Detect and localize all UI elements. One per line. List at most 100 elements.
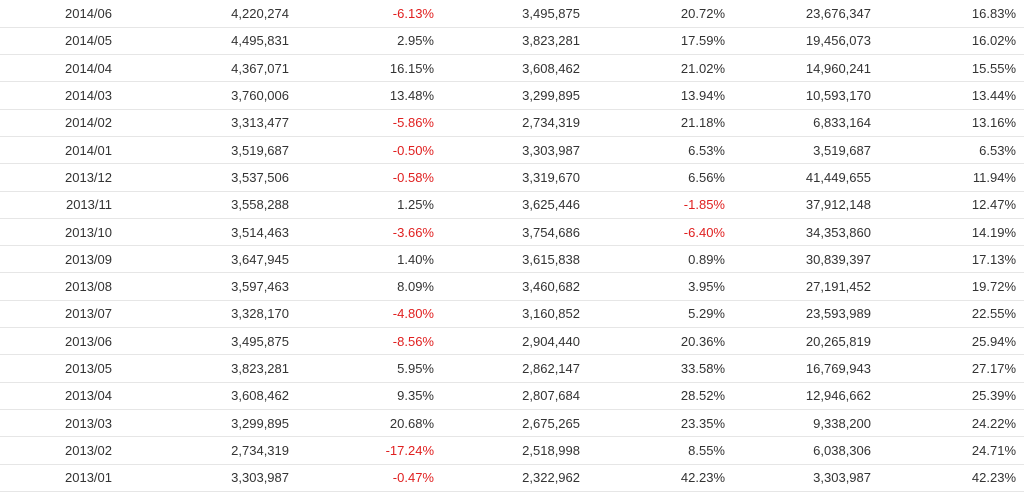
cell-revenue: 3,537,506 <box>112 163 289 192</box>
table-row: 2013/07 3,328,170 -4.80% 3,160,852 5.29% 23,5… <box>0 300 1024 329</box>
cell-yoy-change: 8.55% <box>580 436 725 465</box>
cell-cumulative-revenue: 41,449,655 <box>725 163 871 192</box>
cell-month: 2013/08 <box>0 272 112 301</box>
cell-month: 2014/05 <box>0 27 112 56</box>
cell-revenue: 3,647,945 <box>112 245 289 274</box>
cell-yoy-change: 20.36% <box>580 327 725 356</box>
table-row: 2013/04 3,608,462 9.35% 2,807,684 28.52% 12,9… <box>0 382 1024 410</box>
table-row: 2014/04 4,367,071 16.15% 3,608,462 21.02% 14,… <box>0 54 1024 83</box>
cell-revenue: 3,760,006 <box>112 81 289 110</box>
cell-month: 2013/10 <box>0 218 112 247</box>
cell-cumulative-yoy-change: 14.19% <box>871 218 1016 247</box>
cell-month: 2014/02 <box>0 109 112 137</box>
table-row: 2013/06 3,495,875 -8.56% 2,904,440 20.36% 20,… <box>0 327 1024 356</box>
table-row: 2014/05 4,495,831 2.95% 3,823,281 17.59% 19,4… <box>0 27 1024 56</box>
cell-cumulative-yoy-change: 24.22% <box>871 409 1016 438</box>
cell-revenue: 3,313,477 <box>112 109 289 137</box>
table-row: 2014/03 3,760,006 13.48% 3,299,895 13.94% 10,… <box>0 81 1024 110</box>
cell-cumulative-revenue: 37,912,148 <box>725 191 871 219</box>
table-row: 2013/02 2,734,319 -17.24% 2,518,998 8.55% 6,0… <box>0 436 1024 465</box>
cell-yoy-change: 21.02% <box>580 54 725 83</box>
cell-cumulative-yoy-change: 25.94% <box>871 327 1016 356</box>
cell-mom-change: -5.86% <box>289 109 434 137</box>
cell-last-year-revenue: 3,303,987 <box>434 136 580 165</box>
cell-mom-change: 16.15% <box>289 54 434 83</box>
cell-revenue: 3,558,288 <box>112 191 289 219</box>
cell-yoy-change: 6.56% <box>580 163 725 192</box>
cell-yoy-change: 21.18% <box>580 109 725 137</box>
cell-last-year-revenue: 2,862,147 <box>434 354 580 383</box>
cell-month: 2014/04 <box>0 54 112 83</box>
row-padding <box>1016 0 1024 28</box>
row-padding <box>1016 327 1024 356</box>
cell-yoy-change: 5.29% <box>580 300 725 329</box>
cell-cumulative-revenue: 23,676,347 <box>725 0 871 28</box>
cell-yoy-change: 3.95% <box>580 272 725 301</box>
cell-cumulative-yoy-change: 16.02% <box>871 27 1016 56</box>
cell-mom-change: 8.09% <box>289 272 434 301</box>
cell-yoy-change: -6.40% <box>580 218 725 247</box>
cell-cumulative-yoy-change: 25.39% <box>871 382 1016 410</box>
cell-cumulative-revenue: 16,769,943 <box>725 354 871 383</box>
cell-month: 2013/05 <box>0 354 112 383</box>
cell-revenue: 3,514,463 <box>112 218 289 247</box>
cell-mom-change: -3.66% <box>289 218 434 247</box>
row-padding <box>1016 191 1024 219</box>
row-padding <box>1016 136 1024 165</box>
cell-cumulative-yoy-change: 13.16% <box>871 109 1016 137</box>
table-row: 2013/10 3,514,463 -3.66% 3,754,686 -6.40% 34,… <box>0 218 1024 247</box>
cell-cumulative-revenue: 10,593,170 <box>725 81 871 110</box>
cell-month: 2013/09 <box>0 245 112 274</box>
row-padding <box>1016 464 1024 492</box>
row-padding <box>1016 54 1024 83</box>
cell-last-year-revenue: 3,615,838 <box>434 245 580 274</box>
cell-last-year-revenue: 3,495,875 <box>434 0 580 28</box>
cell-revenue: 3,519,687 <box>112 136 289 165</box>
cell-yoy-change: 6.53% <box>580 136 725 165</box>
row-padding <box>1016 272 1024 301</box>
cell-last-year-revenue: 2,904,440 <box>434 327 580 356</box>
cell-yoy-change: 23.35% <box>580 409 725 438</box>
cell-last-year-revenue: 2,734,319 <box>434 109 580 137</box>
cell-cumulative-yoy-change: 15.55% <box>871 54 1016 83</box>
cell-revenue: 3,495,875 <box>112 327 289 356</box>
cell-month: 2013/04 <box>0 382 112 410</box>
row-padding <box>1016 245 1024 274</box>
cell-mom-change: -17.24% <box>289 436 434 465</box>
cell-mom-change: 9.35% <box>289 382 434 410</box>
cell-cumulative-yoy-change: 42.23% <box>871 464 1016 492</box>
cell-month: 2014/01 <box>0 136 112 165</box>
cell-cumulative-revenue: 3,519,687 <box>725 136 871 165</box>
cell-revenue: 3,608,462 <box>112 382 289 410</box>
cell-mom-change: -0.47% <box>289 464 434 492</box>
cell-last-year-revenue: 3,319,670 <box>434 163 580 192</box>
row-padding <box>1016 27 1024 56</box>
cell-last-year-revenue: 3,299,895 <box>434 81 580 110</box>
cell-last-year-revenue: 2,807,684 <box>434 382 580 410</box>
cell-cumulative-revenue: 14,960,241 <box>725 54 871 83</box>
row-padding <box>1016 409 1024 438</box>
row-padding <box>1016 109 1024 137</box>
cell-yoy-change: -1.85% <box>580 191 725 219</box>
cell-cumulative-revenue: 9,338,200 <box>725 409 871 438</box>
row-padding <box>1016 218 1024 247</box>
cell-revenue: 3,303,987 <box>112 464 289 492</box>
cell-cumulative-revenue: 6,833,164 <box>725 109 871 137</box>
cell-month: 2014/06 <box>0 0 112 28</box>
cell-yoy-change: 28.52% <box>580 382 725 410</box>
cell-yoy-change: 20.72% <box>580 0 725 28</box>
cell-last-year-revenue: 2,322,962 <box>434 464 580 492</box>
cell-cumulative-yoy-change: 17.13% <box>871 245 1016 274</box>
cell-revenue: 3,299,895 <box>112 409 289 438</box>
cell-mom-change: 5.95% <box>289 354 434 383</box>
cell-cumulative-yoy-change: 12.47% <box>871 191 1016 219</box>
cell-month: 2013/01 <box>0 464 112 492</box>
cell-revenue: 4,495,831 <box>112 27 289 56</box>
cell-revenue: 3,597,463 <box>112 272 289 301</box>
row-padding <box>1016 354 1024 383</box>
cell-cumulative-revenue: 23,593,989 <box>725 300 871 329</box>
table-row: 2014/01 3,519,687 -0.50% 3,303,987 6.53% 3,51… <box>0 136 1024 165</box>
row-padding <box>1016 436 1024 465</box>
cell-cumulative-yoy-change: 22.55% <box>871 300 1016 329</box>
